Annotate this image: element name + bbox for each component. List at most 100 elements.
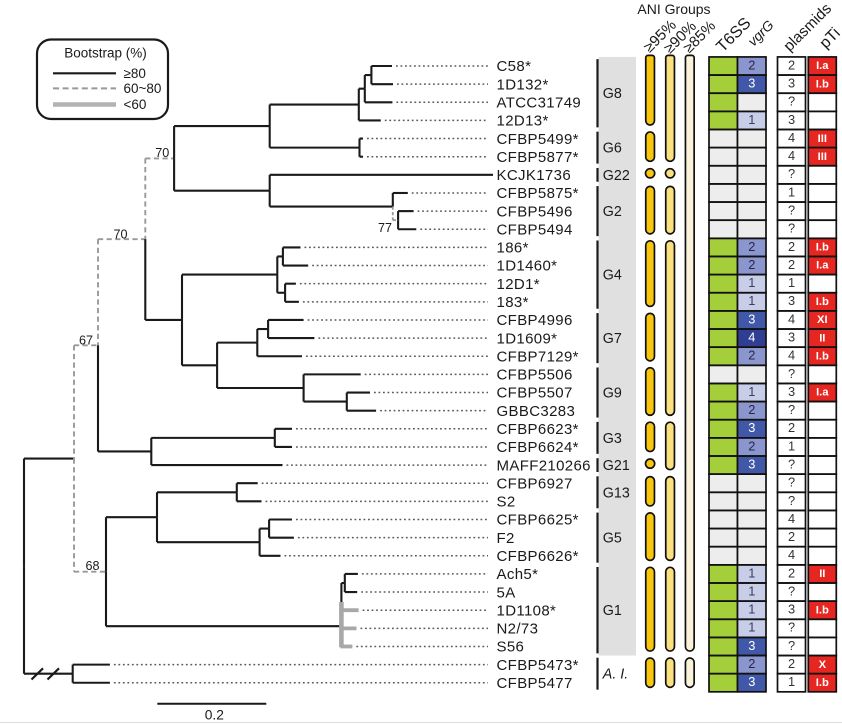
svg-text:3: 3	[748, 420, 755, 435]
svg-text:CFBP5477: CFBP5477	[497, 675, 573, 692]
svg-text:MAFF210266: MAFF210266	[497, 457, 591, 474]
svg-text:?: ?	[788, 203, 795, 218]
svg-text:II: II	[819, 568, 825, 580]
svg-text:2: 2	[748, 57, 755, 72]
svg-text:3: 3	[748, 456, 755, 471]
svg-text:3: 3	[788, 602, 795, 617]
svg-text:1: 1	[748, 620, 755, 635]
svg-text:?: ?	[788, 638, 795, 653]
svg-text:70: 70	[113, 227, 127, 241]
svg-text:ATCC31749: ATCC31749	[497, 94, 582, 111]
svg-text:CFBP5496: CFBP5496	[497, 203, 573, 220]
svg-text:KCJK1736: KCJK1736	[497, 167, 572, 184]
svg-text:3: 3	[788, 112, 795, 127]
svg-text:1: 1	[748, 583, 755, 598]
svg-text:68: 68	[85, 559, 99, 573]
svg-text:?: ?	[788, 402, 795, 417]
svg-text:3: 3	[748, 674, 755, 689]
svg-text:G5: G5	[603, 531, 622, 547]
svg-text:G3: G3	[603, 431, 622, 447]
svg-text:4: 4	[748, 330, 755, 345]
svg-text:CFBP5506: CFBP5506	[497, 367, 573, 384]
svg-text:1: 1	[788, 438, 795, 453]
svg-text:1: 1	[748, 275, 755, 290]
svg-text:3: 3	[788, 76, 795, 91]
svg-text:?: ?	[788, 221, 795, 236]
svg-text:183*: 183*	[497, 294, 529, 311]
svg-text:I.a: I.a	[816, 60, 829, 72]
svg-text:I.b: I.b	[816, 78, 829, 90]
svg-text:XI: XI	[817, 314, 828, 326]
svg-text:?: ?	[788, 493, 795, 508]
svg-text:1: 1	[788, 275, 795, 290]
svg-text:1D1108*: 1D1108*	[497, 602, 557, 619]
svg-text:CFBP5877*: CFBP5877*	[497, 149, 579, 166]
svg-text:1: 1	[748, 384, 755, 399]
svg-text:?: ?	[788, 166, 795, 181]
svg-text:2: 2	[748, 239, 755, 254]
svg-text:S56: S56	[497, 639, 525, 656]
svg-text:12D13*: 12D13*	[497, 113, 549, 130]
svg-text:A. I.: A. I.	[602, 667, 628, 683]
svg-text:?: ?	[788, 94, 795, 109]
svg-text:4: 4	[788, 311, 795, 326]
svg-text:I.b: I.b	[816, 677, 829, 689]
svg-text:70: 70	[155, 146, 169, 160]
svg-text:2: 2	[748, 348, 755, 363]
svg-text:III: III	[818, 133, 827, 145]
svg-text:vgrG: vgrG	[745, 17, 777, 49]
svg-text:X: X	[819, 659, 827, 671]
svg-text:2: 2	[748, 438, 755, 453]
svg-text:II: II	[819, 332, 825, 344]
svg-text:CFBP6623*: CFBP6623*	[497, 421, 579, 438]
svg-text:I.b: I.b	[816, 350, 829, 362]
svg-text:2: 2	[788, 239, 795, 254]
svg-text:3: 3	[748, 638, 755, 653]
svg-text:12D1*: 12D1*	[497, 276, 540, 293]
svg-text:N2/73: N2/73	[497, 621, 539, 638]
svg-text:5A: 5A	[497, 584, 516, 601]
svg-text:CFBP6624*: CFBP6624*	[497, 439, 579, 456]
svg-text:≥80: ≥80	[124, 66, 146, 81]
svg-text:60~80: 60~80	[124, 81, 162, 96]
svg-text:?: ?	[788, 475, 795, 490]
svg-text:CFBP7129*: CFBP7129*	[497, 348, 579, 365]
svg-text:III: III	[818, 151, 827, 163]
svg-text:77: 77	[378, 221, 392, 235]
svg-text:1: 1	[788, 184, 795, 199]
svg-text:Bootstrap (%): Bootstrap (%)	[64, 46, 147, 61]
svg-text:1: 1	[788, 674, 795, 689]
svg-text:2: 2	[788, 257, 795, 272]
svg-text:Ach5*: Ach5*	[497, 566, 539, 583]
svg-text:G21: G21	[603, 458, 630, 474]
svg-text:?: ?	[788, 366, 795, 381]
svg-text:G8: G8	[603, 86, 622, 102]
svg-text:F2: F2	[497, 530, 515, 547]
svg-text:<60: <60	[124, 97, 147, 112]
svg-text:CFBP5473*: CFBP5473*	[497, 657, 579, 674]
svg-text:3: 3	[748, 76, 755, 91]
svg-text:2: 2	[748, 656, 755, 671]
svg-text:CFBP5499*: CFBP5499*	[497, 131, 579, 148]
svg-text:ANI Groups: ANI Groups	[637, 1, 710, 17]
svg-text:I.a: I.a	[816, 387, 829, 399]
svg-text:2: 2	[788, 565, 795, 580]
svg-text:3: 3	[788, 384, 795, 399]
svg-text:G6: G6	[603, 141, 622, 157]
svg-text:CFBP5875*: CFBP5875*	[497, 185, 579, 202]
svg-text:I.b: I.b	[816, 296, 829, 308]
svg-text:CFBP6626*: CFBP6626*	[497, 548, 579, 565]
svg-text:0.2: 0.2	[205, 708, 224, 723]
svg-text:1D1609*: 1D1609*	[497, 330, 558, 347]
svg-text:1: 1	[748, 565, 755, 580]
svg-text:4: 4	[788, 348, 795, 363]
svg-text:?: ?	[788, 583, 795, 598]
svg-text:?: ?	[788, 456, 795, 471]
svg-text:CFBP5507: CFBP5507	[497, 385, 573, 402]
svg-text:CFBP6927: CFBP6927	[497, 475, 573, 492]
svg-text:3: 3	[748, 311, 755, 326]
svg-text:3: 3	[788, 330, 795, 345]
svg-text:G7: G7	[603, 331, 622, 347]
svg-text:G2: G2	[603, 204, 622, 220]
svg-text:I.b: I.b	[816, 242, 829, 254]
